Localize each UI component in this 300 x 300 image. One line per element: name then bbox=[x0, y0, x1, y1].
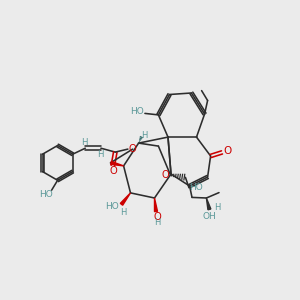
Text: O: O bbox=[161, 170, 169, 181]
Text: HO: HO bbox=[40, 190, 53, 199]
Text: H: H bbox=[98, 150, 104, 159]
Polygon shape bbox=[206, 198, 211, 210]
Text: H: H bbox=[120, 208, 126, 217]
Text: O: O bbox=[223, 146, 232, 156]
Text: H: H bbox=[214, 203, 221, 212]
Text: HO: HO bbox=[130, 107, 143, 116]
Text: H: H bbox=[141, 131, 147, 140]
Polygon shape bbox=[154, 198, 158, 212]
Text: OH: OH bbox=[202, 212, 216, 221]
Text: HO: HO bbox=[190, 183, 203, 192]
Text: H: H bbox=[81, 138, 88, 147]
Text: HO: HO bbox=[105, 202, 119, 211]
Polygon shape bbox=[111, 161, 124, 166]
Text: O: O bbox=[109, 166, 117, 176]
Text: O: O bbox=[129, 143, 136, 154]
Text: H: H bbox=[154, 218, 161, 227]
Polygon shape bbox=[120, 193, 130, 205]
Text: O: O bbox=[154, 212, 161, 222]
